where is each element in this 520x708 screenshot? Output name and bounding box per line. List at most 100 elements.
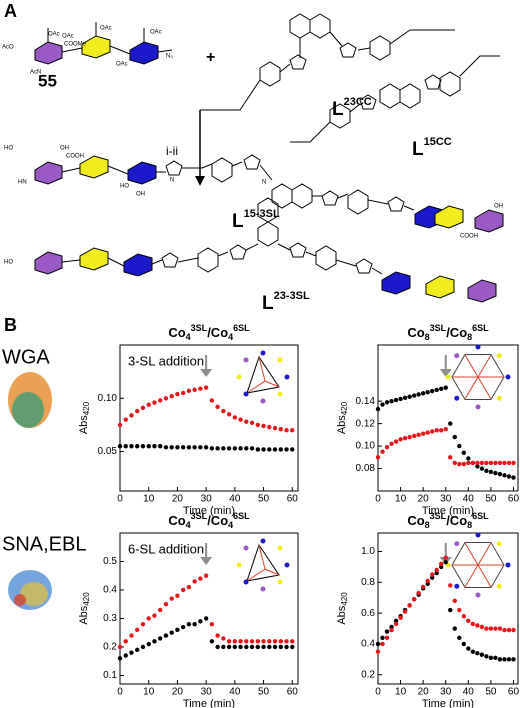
data-point [272,447,278,452]
cluster-sugar [496,583,502,589]
addition-arrow-head [200,369,213,377]
data-point [389,624,394,630]
data-point [470,460,476,466]
y-tick-label: 1.0 [361,546,375,557]
data-point [203,445,209,450]
cluster-sugar [475,404,481,410]
data-point [140,621,146,627]
sugar-ring [34,251,63,275]
data-point [203,573,209,578]
x-tick-label: 10 [143,687,155,698]
data-point [393,618,399,624]
data-point [461,450,467,456]
cluster-sugar [496,541,502,547]
data-point [493,470,498,476]
data-point [479,466,485,471]
sugar-ring [467,279,497,303]
data-point [140,644,146,650]
data-point [497,471,503,477]
data-point [475,464,480,469]
data-point [267,639,272,644]
data-point [457,635,462,640]
data-point [221,408,226,414]
x-tick-label: 50 [485,687,497,698]
data-point [466,646,471,651]
cluster-sugar [243,391,249,397]
data-point [393,621,399,627]
sugar-ring [79,247,109,271]
y-tick-label: 0.12 [356,418,376,429]
y-tick-label: 0.6 [361,608,375,619]
x-tick-label: 40 [463,687,475,698]
title-part: 3SL [430,511,447,521]
data-point [434,567,439,573]
x-tick-label: 30 [440,494,452,505]
y-tick-label: 0.10 [356,441,376,452]
data-point [284,447,289,452]
title-part: 6SL [233,511,250,521]
data-point [475,623,480,628]
data-point [140,444,146,449]
chem-structures [34,13,504,303]
data-point [389,627,394,633]
data-point [209,639,215,644]
data-point [146,616,151,621]
title-part: 8 [467,520,472,530]
data-point [511,475,516,480]
data-point [284,644,289,650]
data-point [129,633,134,638]
y-axis-label: Abs420 [78,592,91,625]
data-point [272,644,278,650]
ylabel-part: Abs [78,415,90,434]
data-point [420,584,426,590]
title-part: /Co [446,325,467,340]
x-tick-label: 40 [229,494,241,505]
data-point [416,392,421,397]
addition-arrow-head [200,557,213,565]
title-part: 3SL [430,323,447,333]
data-point [267,447,272,452]
data-point [221,636,226,641]
data-point [192,621,197,627]
cluster-sugar [475,344,481,350]
data-point [267,424,272,430]
data-point [244,639,249,644]
title-part: 3SL [191,511,208,521]
x-axis-label: Time (min) [422,505,474,517]
data-point [215,633,220,638]
data-point [488,626,494,631]
data-point [393,397,399,403]
data-point [389,441,394,447]
ligand-label: L23CC [332,96,372,120]
data-point [203,616,209,621]
atom-label: OH [494,204,503,210]
cluster-sugar [243,579,249,585]
data-point [502,473,507,478]
ligand-label: L23-3SL [262,290,310,314]
reagents: i-ii [166,144,178,158]
sugar-ring [381,271,411,295]
data-point [157,636,163,641]
title-part: 6SL [472,511,489,521]
data-point [163,633,169,638]
data-point [411,597,417,602]
data-point [375,406,381,412]
data-point [255,644,261,650]
data-point [117,644,123,650]
data-point [203,385,209,390]
data-point [380,449,385,454]
data-point [506,460,512,466]
data-point [434,428,439,433]
plot-frame [119,532,299,685]
x-tick-label: 30 [201,494,213,505]
data-point [398,615,403,620]
data-point [169,596,174,601]
sugar-ring [79,155,109,179]
title-part: 4 [186,520,191,530]
data-point [290,447,295,452]
data-point [384,635,390,640]
data-point [238,639,243,644]
ligand-sup: 15-3SL [244,208,280,220]
data-point [479,624,485,630]
cluster-sugar [277,357,283,363]
